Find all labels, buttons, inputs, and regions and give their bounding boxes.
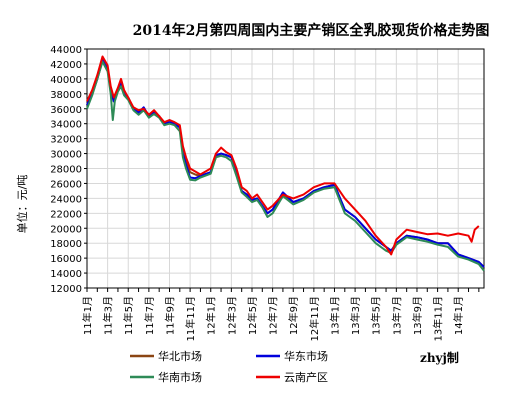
chart-title: 2014年2月第四周国内主要产销区全乳胶现货价格走势图	[133, 22, 490, 39]
x-tick-label: 11年3月	[102, 296, 115, 335]
x-tick-label: 13年9月	[411, 296, 424, 335]
legend-item: 华东市场	[256, 349, 328, 363]
y-tick-label: 34000	[50, 120, 82, 131]
y-tick-label: 22000	[50, 209, 82, 220]
y-tick-label: 36000	[50, 105, 82, 116]
y-tick-label: 26000	[50, 179, 82, 190]
x-tick-label: 12年7月	[267, 296, 280, 335]
y-tick-label: 32000	[50, 135, 82, 146]
y-tick-label: 40000	[50, 75, 82, 86]
legend-label: 云南产区	[284, 370, 328, 384]
x-tick-label: 11年5月	[122, 296, 135, 335]
y-tick-label: 18000	[50, 239, 82, 250]
y-tick-label: 24000	[50, 194, 82, 205]
x-tick-label: 12年11月	[308, 296, 321, 341]
x-tick-label: 11年9月	[163, 296, 176, 335]
series-line-0	[86, 59, 485, 268]
legend-label: 华北市场	[158, 349, 202, 363]
x-tick-label: 14年1月	[452, 296, 465, 335]
x-tick-label: 13年7月	[390, 296, 403, 335]
x-tick-label: 12年5月	[246, 296, 259, 335]
x-tick-label: 12年1月	[205, 296, 218, 335]
grid-lines	[86, 48, 484, 289]
x-tick-label: 11年7月	[143, 296, 156, 335]
y-tick-label: 20000	[50, 224, 82, 235]
x-tick-label: 13年1月	[328, 296, 341, 335]
y-axis-ticks: 12000 14000 16000 18000 20000 22000 24000 26000…	[50, 45, 87, 295]
series-line-1	[86, 59, 485, 268]
y-tick-label: 42000	[50, 60, 82, 71]
legend-item: 云南产区	[256, 370, 328, 384]
y-tick-label: 28000	[50, 165, 82, 176]
x-axis-ticks: 11年1月 11年3月 11年5月 11年7月 11年9月 11年11月 12年1月 12年3…	[81, 288, 480, 341]
x-tick-label: 11年1月	[81, 296, 94, 335]
x-tick-label: 13年11月	[432, 296, 445, 341]
y-tick-label: 38000	[50, 90, 82, 101]
x-tick-label: 13年3月	[349, 296, 362, 335]
series-lines	[86, 55, 485, 272]
x-tick-label: 12年9月	[287, 296, 300, 335]
series-line-3	[86, 55, 480, 256]
plot-area	[86, 48, 485, 289]
x-tick-label: 11年11月	[184, 296, 197, 341]
credit-label: zhyj制	[420, 350, 459, 365]
legend-item: 华北市场	[130, 349, 202, 363]
legend-item: 华南市场	[130, 370, 202, 384]
y-tick-label: 12000	[50, 284, 82, 295]
legend-label: 华东市场	[284, 349, 328, 363]
y-axis-label: 单位：元/吨	[15, 175, 29, 234]
y-tick-label: 44000	[50, 45, 82, 56]
x-tick-label: 12年3月	[225, 296, 238, 335]
legend-label: 华南市场	[158, 370, 202, 384]
x-tick-label: 13年5月	[370, 296, 383, 335]
y-tick-label: 30000	[50, 150, 82, 161]
y-tick-label: 14000	[50, 269, 82, 280]
y-tick-label: 16000	[50, 254, 82, 265]
